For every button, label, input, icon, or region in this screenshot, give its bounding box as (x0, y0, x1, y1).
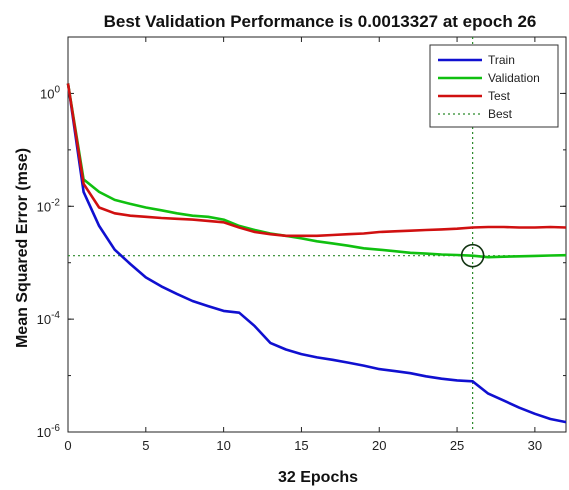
y-tick-label: 10-4 (37, 310, 61, 327)
x-tick-label: 25 (450, 438, 464, 453)
x-tick-label: 10 (216, 438, 230, 453)
legend: Train Validation Test Best (429, 44, 559, 128)
legend-box (429, 44, 559, 128)
chart-title: Best Validation Performance is 0.0013327… (104, 12, 537, 31)
axes-box (67, 36, 567, 433)
x-tick-label: 20 (372, 438, 386, 453)
x-axis-label: 32 Epochs (278, 469, 358, 486)
y-axis-label: Mean Squared Error (mse) (14, 148, 31, 348)
y-tick-label: 10-2 (37, 197, 61, 214)
x-tick-label: 15 (294, 438, 308, 453)
best-point-marker (460, 243, 485, 268)
y-tick-label: 100 (40, 84, 60, 101)
plot-area: 0 5 10 15 20 25 30 100 10-2 10-4 10-6 (37, 36, 567, 453)
legend-label-test: Test (488, 89, 511, 103)
x-tick-label: 5 (142, 438, 149, 453)
legend-label-best: Best (488, 107, 513, 121)
x-tick-label: 30 (528, 438, 542, 453)
x-tick-label: 0 (64, 438, 71, 453)
y-tick-label: 10-6 (37, 423, 61, 440)
series-line-train (66, 83, 567, 424)
series-line-test (66, 83, 567, 238)
legend-label-train: Train (488, 53, 515, 67)
legend-label-validation: Validation (488, 71, 540, 85)
